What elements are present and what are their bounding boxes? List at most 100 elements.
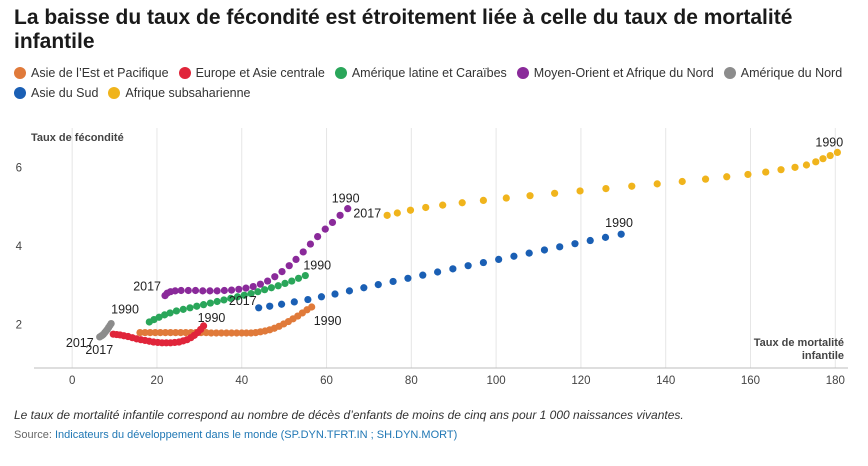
year-annotation: 2017	[66, 336, 94, 350]
data-point	[422, 203, 430, 212]
year-annotation: 1990	[303, 259, 331, 273]
data-point	[266, 302, 274, 310]
y-tick-label: 4	[16, 241, 23, 253]
data-point	[156, 328, 164, 337]
x-tick-label: 100	[487, 375, 506, 387]
data-point	[791, 163, 799, 171]
data-point	[389, 277, 397, 286]
data-point	[220, 286, 228, 295]
data-point	[217, 329, 225, 337]
data-point	[160, 311, 169, 319]
data-point	[345, 287, 354, 295]
data-point	[161, 328, 170, 337]
data-point	[551, 189, 559, 197]
data-point	[199, 287, 207, 295]
x-axis-title: Taux de mortalité infantile	[754, 337, 844, 362]
data-point	[525, 249, 533, 257]
data-point	[374, 280, 382, 289]
data-point	[261, 286, 269, 294]
data-point	[199, 301, 208, 309]
data-point	[145, 318, 153, 326]
x-tick-label: 140	[656, 375, 675, 387]
year-annotation: 2017	[353, 206, 381, 220]
y-axis-title: Taux de fécondité	[31, 132, 124, 144]
data-point	[271, 273, 279, 281]
data-point	[601, 233, 610, 241]
data-point	[141, 328, 149, 337]
x-tick-label: 0	[69, 375, 75, 387]
legend-item: Asie du Sud	[14, 86, 98, 100]
data-point	[247, 290, 255, 298]
data-point	[701, 175, 710, 183]
legend-label: Afrique subsaharienne	[125, 86, 251, 100]
data-point	[285, 262, 293, 270]
data-point	[166, 328, 175, 337]
legend-label: Amérique du Nord	[740, 66, 843, 80]
data-point	[177, 286, 185, 295]
data-point	[434, 268, 442, 276]
data-point	[723, 173, 731, 181]
legend-swatch	[14, 67, 26, 79]
x-tick-label: 160	[741, 375, 760, 387]
data-point	[576, 187, 584, 195]
data-point	[777, 166, 785, 174]
x-tick-label: 20	[151, 375, 164, 387]
data-point	[172, 328, 180, 337]
data-point	[202, 328, 210, 337]
data-point	[321, 225, 329, 233]
data-point	[495, 255, 503, 264]
data-point	[278, 268, 286, 276]
legend-swatch	[723, 67, 736, 79]
legend-swatch	[108, 87, 121, 99]
data-point	[255, 304, 263, 312]
data-point	[161, 292, 169, 300]
data-point	[617, 230, 625, 238]
chart-source: Source: Indicateurs du développement dan…	[14, 429, 457, 441]
data-point	[653, 180, 661, 188]
year-annotation: 2017	[85, 343, 113, 357]
data-point	[254, 288, 262, 296]
data-point	[571, 240, 579, 248]
data-point	[242, 284, 250, 292]
data-point	[281, 279, 289, 288]
data-point	[826, 151, 834, 160]
data-point	[328, 218, 337, 227]
legend-label: Asie du Sud	[31, 86, 99, 100]
data-point	[109, 330, 117, 338]
legend-swatch	[14, 87, 26, 99]
legend-label: Moyen-Orient et Afrique du Nord	[533, 66, 714, 80]
data-point	[256, 280, 264, 288]
data-point	[172, 307, 181, 315]
data-point	[404, 274, 412, 282]
legend-item: Asie de l’Est et Pacifique	[14, 66, 169, 80]
year-annotation: 1990	[815, 135, 843, 149]
year-annotation: 1990	[111, 303, 139, 317]
chart-area: 0 20 40 60 80 100 120 140 160 180 2 4 6 Taux de fécon…	[16, 128, 848, 387]
data-point	[151, 328, 159, 337]
data-point	[249, 282, 257, 291]
legend-swatch	[178, 67, 191, 79]
year-annotation: 2017	[229, 294, 257, 308]
data-point	[406, 206, 415, 214]
data-point	[182, 328, 190, 337]
data-point	[290, 298, 298, 306]
data-point	[479, 258, 487, 267]
data-point	[96, 333, 104, 341]
data-point	[464, 262, 472, 270]
data-point	[449, 265, 457, 273]
data-point	[277, 300, 286, 308]
source-label: Source:	[14, 429, 52, 441]
data-point	[220, 296, 228, 304]
data-point	[267, 284, 276, 292]
source-link[interactable]: Indicateurs du développement dans le mon…	[54, 429, 458, 441]
data-point	[222, 329, 231, 337]
legend-item: Amérique latine et Caraïbes	[334, 66, 507, 80]
data-point	[304, 295, 312, 304]
year-annotation: 1990	[332, 192, 360, 206]
data-point	[233, 293, 242, 301]
data-point	[206, 299, 214, 307]
data-point	[744, 170, 752, 179]
data-point	[184, 286, 192, 295]
data-point	[227, 286, 236, 294]
data-point	[235, 285, 243, 293]
